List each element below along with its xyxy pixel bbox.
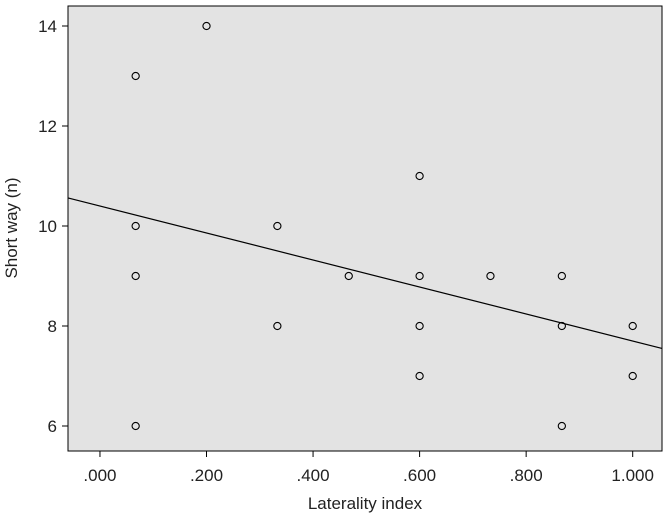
- data-point: [202, 21, 211, 31]
- data-point: [131, 271, 140, 281]
- data-point: [557, 421, 566, 431]
- x-tick-label: .800: [510, 466, 543, 485]
- data-point: [415, 271, 424, 281]
- x-tick-label: 1.000: [611, 466, 654, 485]
- y-axis: 6 8 10 12 14: [38, 17, 68, 436]
- y-tick-label: 14: [38, 17, 57, 36]
- fit-line-group: [67, 197, 663, 350]
- data-point: [628, 321, 637, 331]
- x-axis-label: Laterality index: [308, 494, 423, 513]
- data-point: [415, 321, 424, 331]
- data-point: [273, 221, 282, 231]
- y-tick-label: 10: [38, 217, 57, 236]
- data-point: [415, 371, 424, 381]
- data-point: [273, 321, 282, 331]
- data-point: [486, 271, 495, 281]
- x-tick-label: .600: [403, 466, 436, 485]
- data-point: [131, 71, 140, 81]
- y-axis-label: Short way (n): [2, 177, 21, 278]
- x-tick-label: .200: [190, 466, 223, 485]
- plot-area: [67, 5, 663, 452]
- y-tick-label: 6: [48, 417, 57, 436]
- data-point: [557, 271, 566, 281]
- data-points: [131, 21, 637, 431]
- y-tick-label: 12: [38, 117, 57, 136]
- x-tick-label: .000: [83, 466, 116, 485]
- data-point: [415, 171, 424, 181]
- data-point: [131, 421, 140, 431]
- y-tick-label: 8: [48, 317, 57, 336]
- data-point: [344, 271, 353, 281]
- data-point: [131, 221, 140, 231]
- data-point: [557, 321, 566, 331]
- data-point: [628, 371, 637, 381]
- x-axis: .000 .200 .400 .600 .800 1.000: [83, 451, 654, 485]
- fit-line: [67, 197, 663, 350]
- x-tick-label: .400: [297, 466, 330, 485]
